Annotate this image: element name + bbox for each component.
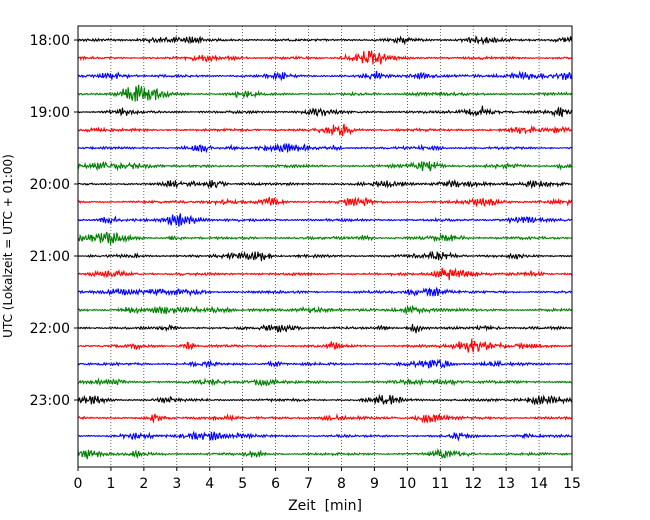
x-axis-title: Zeit [min]	[288, 498, 362, 514]
trace-line	[77, 213, 573, 227]
trace-line	[77, 123, 573, 137]
x-tick-label: 2	[139, 476, 148, 492]
trace-line	[77, 35, 573, 46]
plot-area	[78, 26, 572, 467]
y-tick-label: 20:00	[30, 177, 70, 193]
x-tick-label: 0	[74, 476, 83, 492]
y-tick-label: 18:00	[30, 33, 70, 49]
x-tick-label: 12	[464, 476, 482, 492]
trace-line	[77, 84, 573, 102]
trace-line	[77, 160, 573, 172]
x-tick-label: 7	[304, 476, 313, 492]
x-tick-label: 15	[563, 476, 581, 492]
trace-line	[77, 231, 573, 245]
y-axis-title: UTC (Lokalzeit = UTC + 01:00)	[1, 154, 15, 338]
trace-line	[77, 448, 573, 460]
trace-line	[77, 323, 573, 334]
trace-line	[77, 196, 573, 208]
trace-line	[77, 358, 573, 369]
trace-line	[77, 304, 573, 316]
x-tick-label: 5	[238, 476, 247, 492]
y-tick-label: 19:00	[30, 105, 70, 121]
y-tick-label: 22:00	[30, 321, 70, 337]
x-tick-label: 4	[205, 476, 214, 492]
trace-line	[77, 377, 573, 387]
trace-line	[77, 393, 573, 405]
x-tick-label: 3	[172, 476, 181, 492]
y-tick-label: 21:00	[30, 249, 70, 265]
y-axis-ticks: 18:00 19:00 20:00 21:00 22:00 23:00	[30, 33, 78, 409]
trace-line	[77, 250, 573, 262]
plot-frame	[77, 25, 573, 468]
x-tick-label: 10	[398, 476, 416, 492]
x-axis-ticks: 0 1 2 3 4 5 6 7 8 9 10 11 12 13 14 15	[74, 467, 581, 492]
trace-line	[77, 142, 573, 154]
x-tick-label: 8	[337, 476, 346, 492]
y-tick-label: 23:00	[30, 393, 70, 409]
trace-line	[77, 430, 573, 442]
trace-line	[77, 267, 573, 281]
x-tick-label: 9	[370, 476, 379, 492]
trace-line	[77, 412, 573, 424]
trace-line	[77, 70, 573, 82]
x-tick-label: 1	[106, 476, 115, 492]
x-tick-label: 11	[431, 476, 449, 492]
trace-line	[77, 286, 573, 298]
x-tick-label: 6	[271, 476, 280, 492]
x-tick-label: 13	[497, 476, 515, 492]
trace-line	[77, 338, 573, 353]
trace-line	[77, 178, 573, 190]
trace-line	[77, 105, 573, 118]
seismic-traces	[77, 35, 573, 460]
x-tick-label: 14	[530, 476, 548, 492]
trace-line	[77, 50, 573, 65]
